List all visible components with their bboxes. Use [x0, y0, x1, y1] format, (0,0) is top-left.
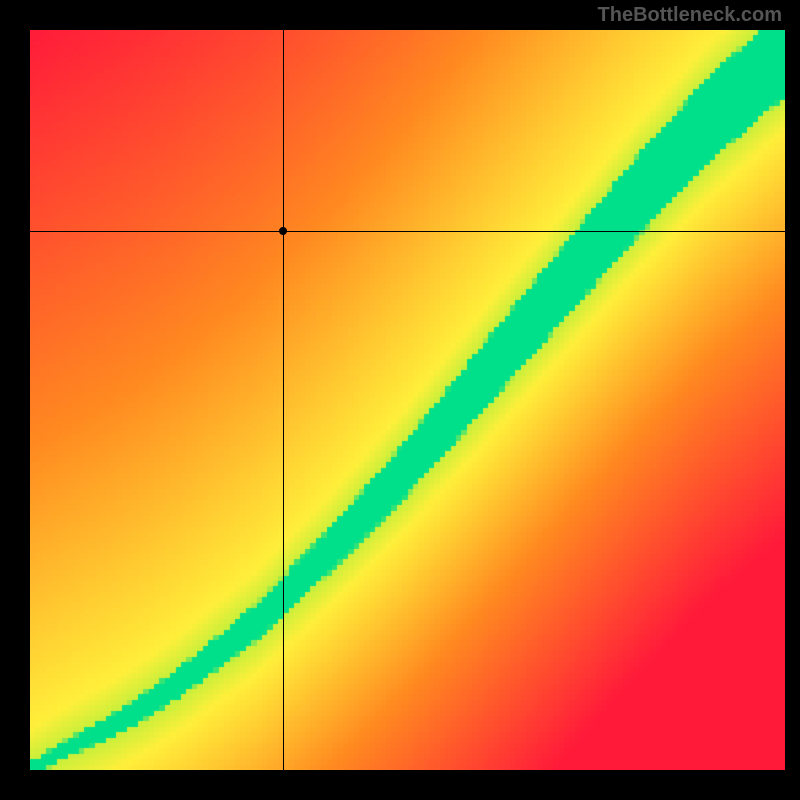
crosshair-horizontal	[30, 231, 785, 232]
heatmap-canvas	[30, 30, 785, 770]
crosshair-marker	[279, 227, 287, 235]
crosshair-vertical	[283, 30, 284, 770]
plot-area	[30, 30, 785, 770]
watermark-text: TheBottleneck.com	[598, 4, 782, 27]
chart-container: TheBottleneck.com	[0, 0, 800, 800]
